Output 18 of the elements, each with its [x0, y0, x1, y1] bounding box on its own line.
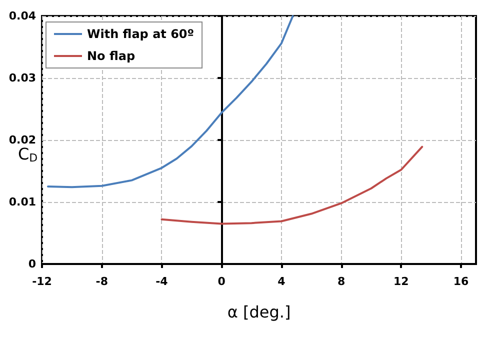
y-tick-label: 0.04	[8, 10, 36, 22]
legend-label: With flap at 60º	[87, 27, 194, 41]
x-tick-label: -12	[32, 275, 52, 288]
x-tick-label: 12	[394, 275, 409, 288]
x-axis-title: α [deg.]	[227, 302, 291, 322]
x-tick-label: -8	[96, 275, 108, 288]
x-tick-label: 4	[278, 275, 286, 288]
line-series	[160, 146, 424, 225]
line-series	[46, 15, 294, 188]
x-tick-label: 0	[218, 275, 226, 288]
x-tick-label: 8	[337, 275, 346, 288]
y-tick-label: 0	[28, 258, 36, 270]
y-tick-label: 0.02	[8, 134, 36, 146]
x-tick-label: -4	[156, 275, 168, 288]
x-tick-label: 16	[453, 275, 470, 288]
y-tick-label: 0.03	[8, 72, 36, 84]
legend-label: No flap	[87, 49, 136, 63]
y-tick-label: 0.01	[8, 196, 36, 208]
